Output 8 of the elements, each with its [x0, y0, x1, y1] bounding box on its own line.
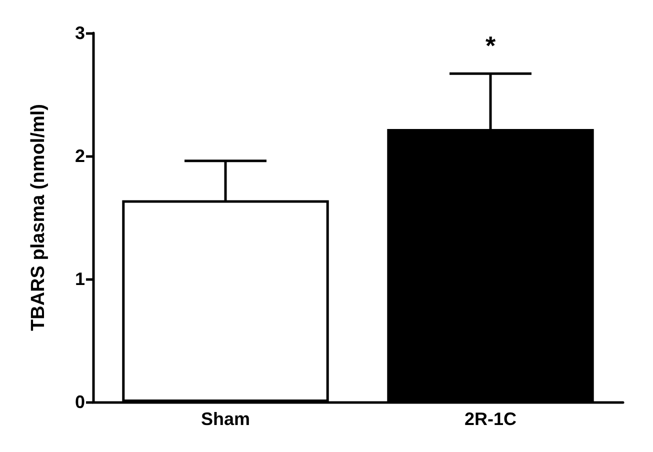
- y-tick-label: 2: [74, 146, 85, 166]
- y-axis-title: TBARS plasma (nmol/ml): [28, 104, 49, 331]
- x-tick-label: Sham: [200, 409, 250, 429]
- annotation: *: [485, 30, 496, 61]
- x-tick-label: 2R-1C: [464, 409, 517, 429]
- y-tick-label: 0: [74, 392, 85, 412]
- y-tick-label: 3: [74, 23, 85, 43]
- y-tick-label: 1: [74, 269, 85, 289]
